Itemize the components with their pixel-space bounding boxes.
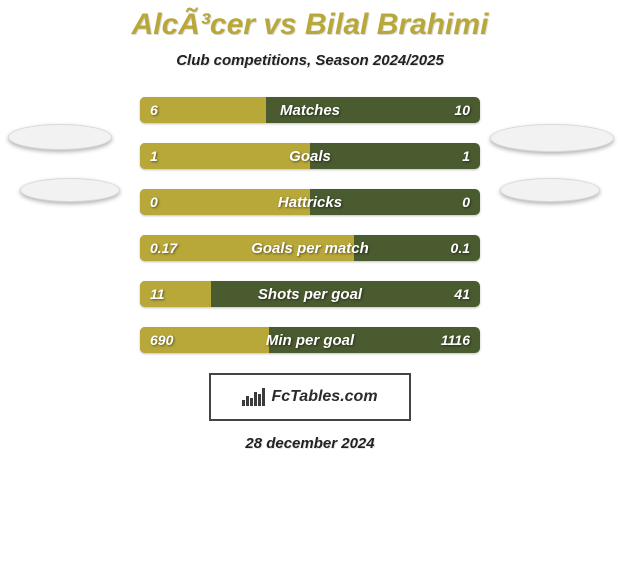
subtitle: Club competitions, Season 2024/2025 <box>0 52 620 69</box>
stat-row: 1Goals1 <box>140 143 480 169</box>
stat-row: 0Hattricks0 <box>140 189 480 215</box>
bar-right-value: 0 <box>462 189 470 215</box>
player-icon <box>20 178 120 202</box>
bar-right-value: 41 <box>454 281 470 307</box>
bar-right-value: 1 <box>462 143 470 169</box>
player-icon <box>490 124 614 152</box>
stat-row: 11Shots per goal41 <box>140 281 480 307</box>
bar-label: Min per goal <box>140 327 480 353</box>
bar-right-value: 0.1 <box>451 235 470 261</box>
logo-bars-icon <box>242 388 265 406</box>
logo-text: FcTables.com <box>271 388 377 406</box>
date-label: 28 december 2024 <box>0 435 620 452</box>
bar-label: Shots per goal <box>140 281 480 307</box>
bar-label: Goals <box>140 143 480 169</box>
page-title: AlcÃ³cer vs Bilal Brahimi <box>0 0 620 42</box>
bar-label: Goals per match <box>140 235 480 261</box>
bar-label: Matches <box>140 97 480 123</box>
bar-right-value: 1116 <box>441 327 470 353</box>
stat-row: 6Matches10 <box>140 97 480 123</box>
player-icon <box>8 124 112 150</box>
bar-right-value: 10 <box>454 97 470 123</box>
site-logo: FcTables.com <box>209 373 411 421</box>
bar-label: Hattricks <box>140 189 480 215</box>
stat-bars: 6Matches101Goals10Hattricks00.17Goals pe… <box>140 97 480 353</box>
stat-row: 690Min per goal1116 <box>140 327 480 353</box>
stat-row: 0.17Goals per match0.1 <box>140 235 480 261</box>
player-icon <box>500 178 600 202</box>
